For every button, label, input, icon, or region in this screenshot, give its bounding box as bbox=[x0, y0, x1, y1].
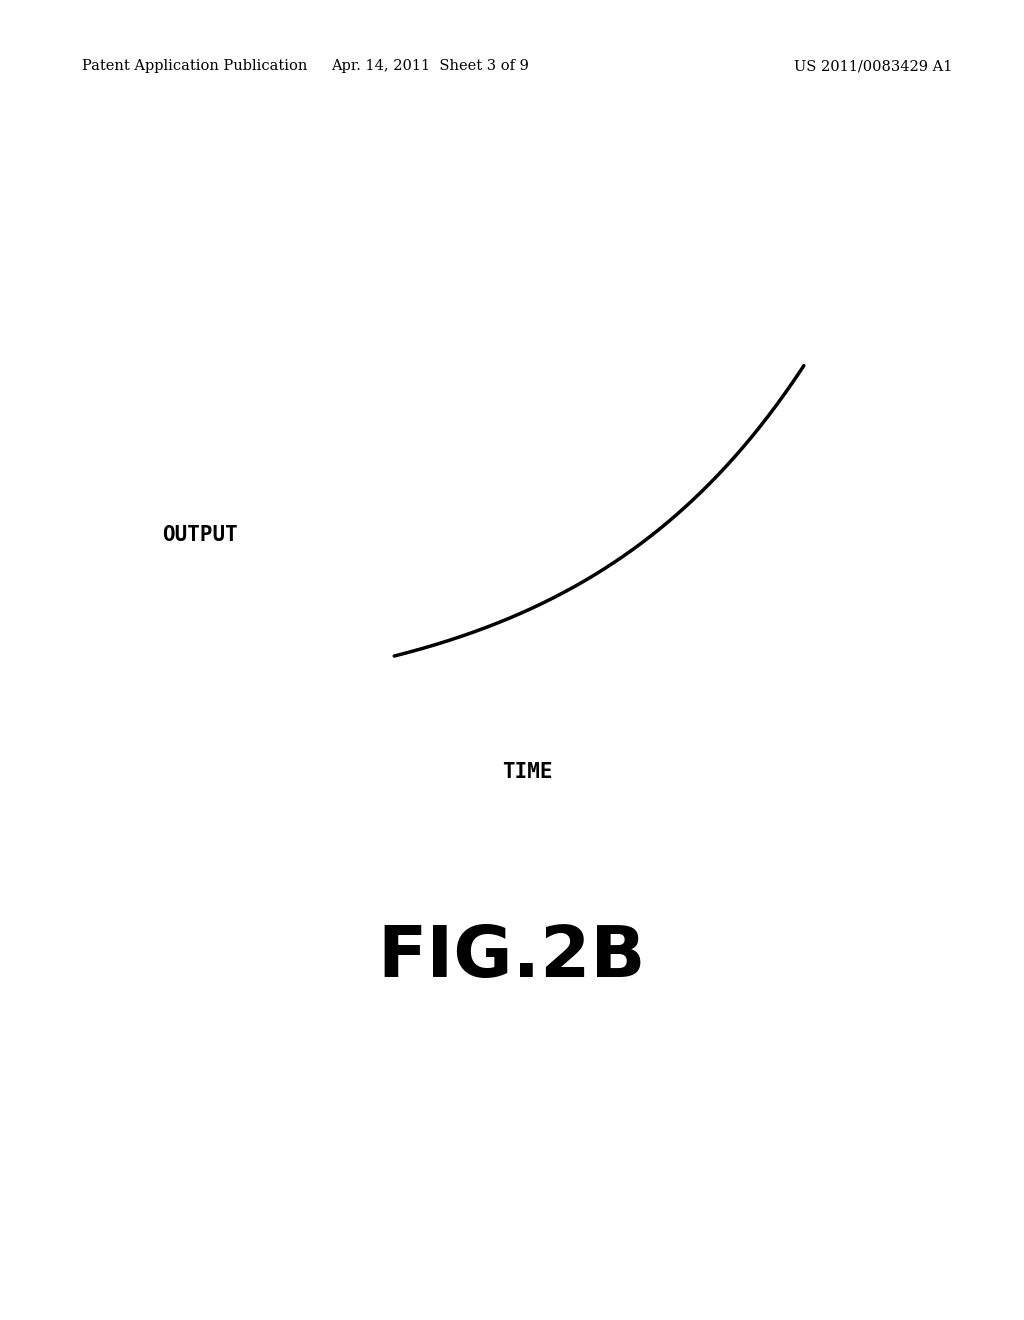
Text: Apr. 14, 2011  Sheet 3 of 9: Apr. 14, 2011 Sheet 3 of 9 bbox=[331, 59, 529, 74]
Text: OUTPUT: OUTPUT bbox=[162, 524, 238, 545]
Text: TIME: TIME bbox=[502, 762, 553, 783]
Text: Patent Application Publication: Patent Application Publication bbox=[82, 59, 307, 74]
Text: FIG.2B: FIG.2B bbox=[378, 923, 646, 991]
Text: US 2011/0083429 A1: US 2011/0083429 A1 bbox=[794, 59, 952, 74]
